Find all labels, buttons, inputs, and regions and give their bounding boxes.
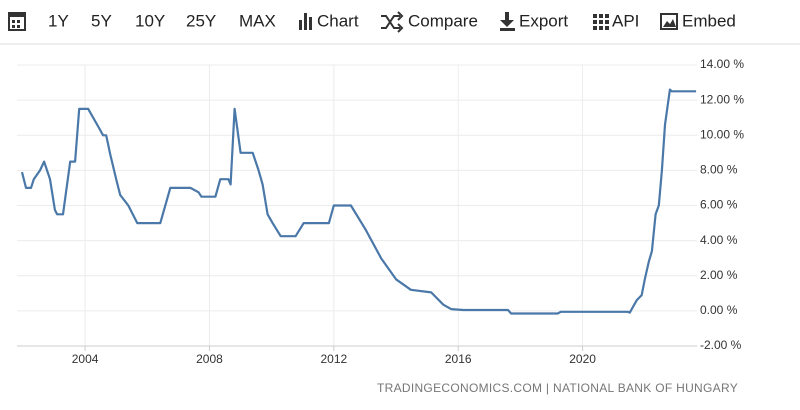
embed-icon[interactable]: [660, 13, 678, 30]
embed-button[interactable]: Embed: [682, 11, 736, 30]
range-button[interactable]: 10Y: [135, 11, 165, 30]
y-tick-label: 12.00 %: [700, 92, 744, 106]
range-button[interactable]: MAX: [239, 11, 276, 30]
range-button[interactable]: 5Y: [91, 11, 112, 30]
api-icon[interactable]: [593, 14, 609, 30]
source: TRADINGECONOMICS.COM | NATIONAL BANK OF …: [377, 381, 738, 395]
api-button[interactable]: API: [612, 11, 639, 30]
range-button[interactable]: 1Y: [48, 11, 69, 30]
compare-button[interactable]: Compare: [408, 11, 478, 30]
chart-button[interactable]: Chart: [317, 11, 359, 30]
y-tick-label: 2.00 %: [700, 268, 738, 282]
calendar-icon[interactable]: [8, 12, 26, 31]
y-tick-label: 8.00 %: [700, 163, 738, 177]
y-tick-label: 6.00 %: [700, 198, 738, 212]
x-tick-label: 2004: [72, 352, 99, 366]
y-tick-label: 0.00 %: [700, 303, 738, 317]
data-line: [20, 88, 697, 315]
x-tick-label: 2016: [445, 352, 472, 366]
toolbar: [0, 0, 800, 44]
export-button[interactable]: Export: [519, 11, 568, 30]
x-tick-label: 2020: [569, 352, 596, 366]
chart-icon[interactable]: [299, 13, 312, 30]
y-tick-label: 4.00 %: [700, 233, 738, 247]
compare-icon[interactable]: [381, 11, 404, 33]
x-tick-label: 2012: [320, 352, 347, 366]
range-button[interactable]: 25Y: [186, 11, 216, 30]
y-tick-label: -2.00 %: [700, 338, 742, 352]
export-icon[interactable]: [500, 12, 515, 31]
y-tick-label: 10.00 %: [700, 127, 744, 141]
y-tick-label: 14.00 %: [700, 57, 744, 71]
x-tick-label: 2008: [196, 352, 223, 366]
